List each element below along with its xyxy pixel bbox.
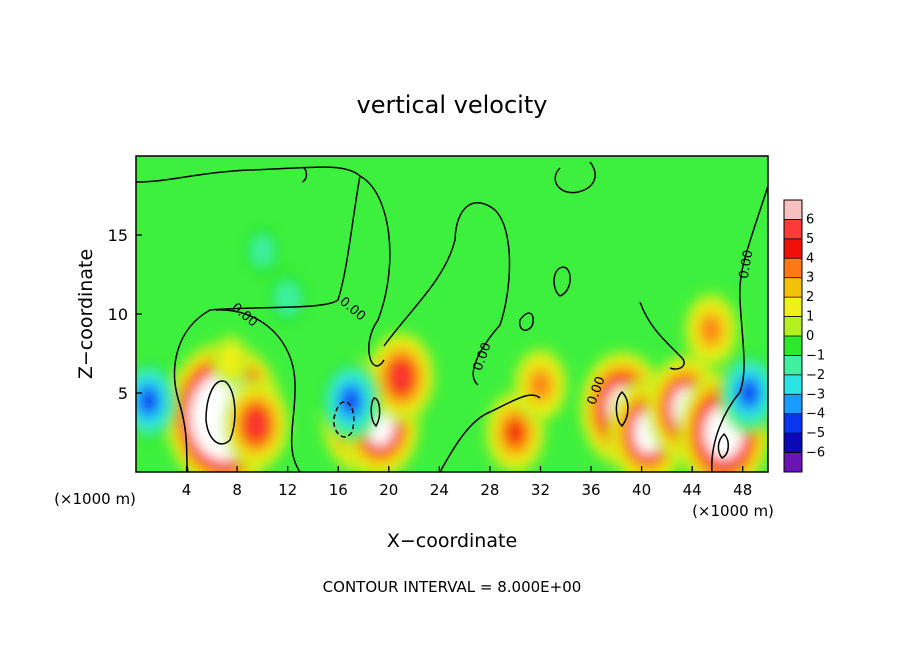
x-tick-label: 32 bbox=[531, 481, 550, 499]
x-tick-label: 36 bbox=[581, 481, 600, 499]
colorbar-swatch bbox=[784, 433, 802, 454]
x-tick-label: 28 bbox=[480, 481, 499, 499]
colorbar-swatch bbox=[784, 316, 802, 337]
updraft-region bbox=[513, 348, 568, 422]
colorbar-swatch bbox=[784, 219, 802, 240]
colorbar-swatch bbox=[784, 336, 802, 356]
zero-contour-line bbox=[136, 166, 361, 472]
zero-contour-line bbox=[554, 161, 596, 194]
x-axis: 4 8 12 16 20 24 28 32 36 40 44 48 bbox=[182, 466, 752, 499]
colorbar-label: 3 bbox=[806, 271, 814, 286]
zero-contour-line bbox=[639, 301, 685, 370]
chart-title: vertical velocity bbox=[357, 91, 548, 119]
x-tick-label: 20 bbox=[379, 481, 398, 499]
colorbar-label: −3 bbox=[806, 387, 825, 402]
downdraft-region bbox=[267, 269, 309, 327]
zero-contour-line bbox=[615, 390, 629, 428]
zero-contour-line bbox=[301, 167, 308, 183]
x-tick-label: 8 bbox=[232, 481, 242, 499]
colorbar-label: 1 bbox=[806, 310, 814, 325]
y-tick-label: 10 bbox=[108, 305, 128, 324]
zero-contour-line bbox=[717, 432, 729, 459]
updraft-region bbox=[684, 293, 738, 367]
colorbar-label: −1 bbox=[806, 348, 825, 363]
zero-contour-line bbox=[518, 312, 534, 331]
colorbar-swatch bbox=[784, 258, 802, 279]
downdraft-region bbox=[320, 359, 381, 442]
x-tick-label: 44 bbox=[683, 481, 702, 499]
colorbar-label: 6 bbox=[806, 212, 814, 227]
contour-label: 0.00 bbox=[737, 249, 757, 280]
updraft-region bbox=[677, 370, 768, 472]
colorbar-swatch bbox=[784, 374, 802, 395]
y-axis: 5 10 15 bbox=[108, 226, 142, 403]
zero-contour-line bbox=[711, 185, 768, 472]
x-unit-label-left: (×1000 m) bbox=[54, 490, 136, 508]
colorbar-swatch bbox=[784, 200, 802, 220]
x-tick-label: 40 bbox=[632, 481, 651, 499]
colorbar-label: 0 bbox=[806, 329, 814, 344]
zero-contour-line bbox=[359, 175, 391, 367]
colorbar-swatch bbox=[784, 277, 802, 298]
colorbar-label: 4 bbox=[806, 251, 814, 266]
zero-contour-line bbox=[383, 202, 511, 386]
downdraft-region bbox=[243, 224, 282, 278]
zero-contour-line bbox=[333, 401, 355, 438]
x-unit-label-right: (×1000 m) bbox=[692, 502, 774, 520]
x-axis-label: X−coordinate bbox=[387, 530, 517, 552]
colorbar-swatch bbox=[784, 394, 802, 415]
colorbar-label: −6 bbox=[806, 446, 825, 461]
colorbar-swatch bbox=[784, 413, 802, 434]
colorbar-swatch bbox=[784, 297, 802, 318]
colorbar-label: −2 bbox=[806, 368, 825, 383]
x-tick-label: 4 bbox=[182, 481, 192, 499]
zero-contour-line bbox=[370, 397, 381, 428]
contour-interval-note: CONTOUR INTERVAL = 8.000E+00 bbox=[323, 578, 582, 596]
zero-contour-line bbox=[215, 309, 301, 472]
downdraft-region bbox=[719, 352, 768, 434]
zero-contour-line bbox=[205, 380, 236, 445]
colorbar: 6 5 4 3 2 1 0 −1 −2 −3 −4 −5 −6 bbox=[783, 199, 825, 473]
colorbar-label: −4 bbox=[806, 407, 825, 422]
colorbar-swatch bbox=[784, 238, 802, 259]
y-axis-label: Z−coordinate bbox=[75, 249, 97, 379]
plot-area: 0.00 0.00 0.00 0.00 0.00 bbox=[135, 155, 769, 473]
zero-contour-line bbox=[439, 394, 541, 472]
downdraft-region bbox=[136, 359, 179, 442]
y-tick-label: 15 bbox=[108, 226, 128, 245]
updraft-region bbox=[212, 335, 250, 388]
colorbar-swatch bbox=[784, 355, 802, 376]
colorbar-label: 5 bbox=[806, 232, 814, 247]
colorbar-label: 2 bbox=[806, 290, 814, 305]
zero-contour-line bbox=[553, 266, 571, 297]
updraft-region bbox=[222, 379, 290, 470]
x-tick-label: 12 bbox=[278, 481, 297, 499]
updraft-region bbox=[368, 332, 435, 423]
x-tick-label: 24 bbox=[430, 481, 449, 499]
colorbar-swatch bbox=[784, 452, 802, 473]
colorbar-label: −5 bbox=[806, 426, 825, 441]
y-tick-label: 5 bbox=[118, 384, 128, 403]
x-tick-label: 48 bbox=[733, 481, 752, 499]
x-tick-label: 16 bbox=[329, 481, 348, 499]
